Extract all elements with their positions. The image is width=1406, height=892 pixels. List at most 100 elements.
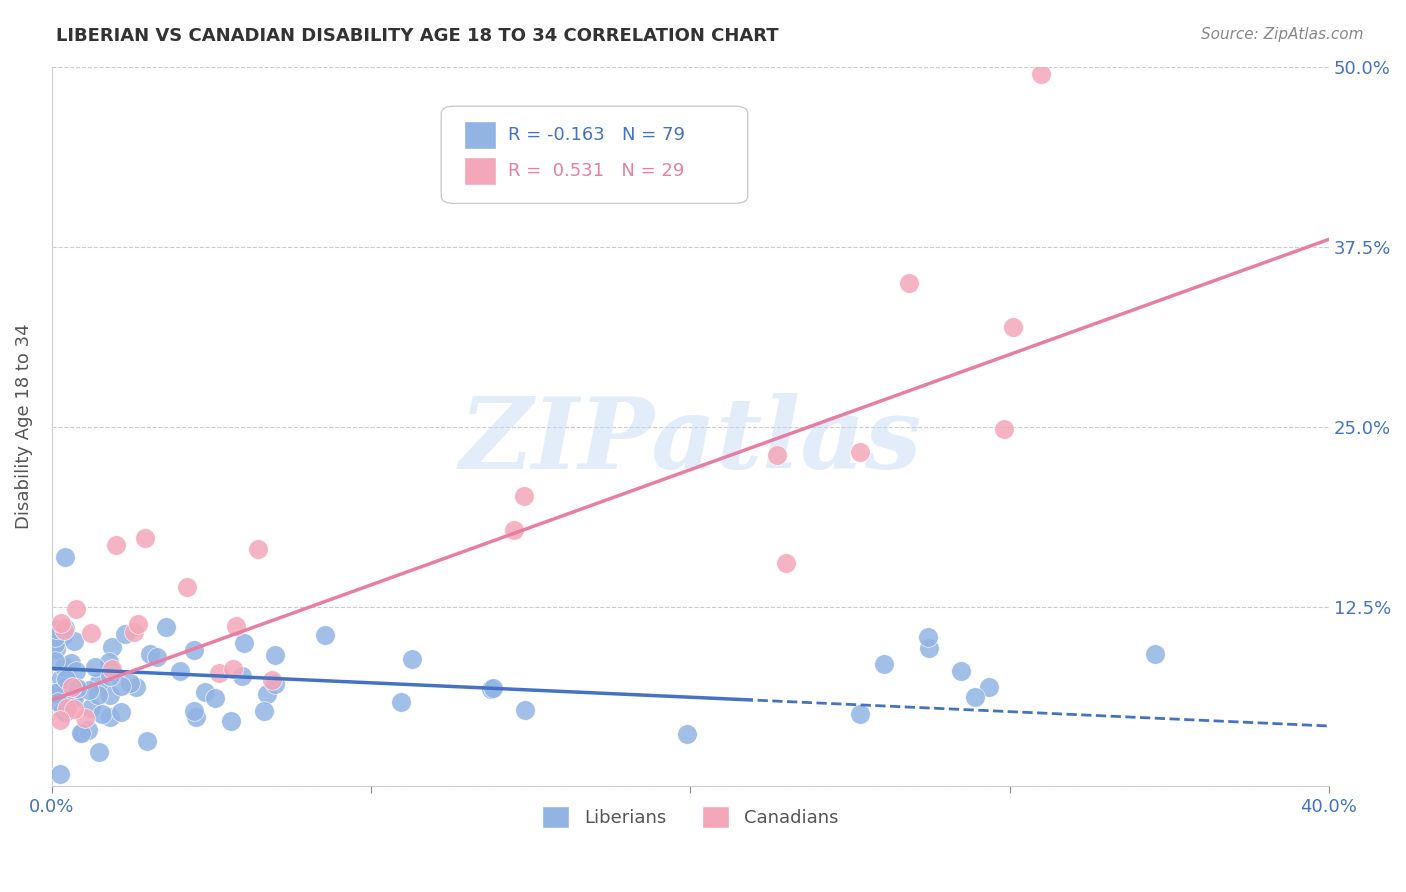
FancyBboxPatch shape	[464, 120, 496, 149]
Point	[183, 643, 205, 657]
Text: ZIPatlas: ZIPatlas	[460, 392, 921, 489]
Point	[101, 662, 124, 676]
Point	[44, 636, 66, 650]
Point	[256, 688, 278, 702]
Point	[512, 489, 534, 503]
Point	[66, 681, 89, 696]
Point	[184, 710, 207, 724]
Point	[87, 745, 110, 759]
Point	[53, 705, 76, 719]
Text: R = -0.163   N = 79: R = -0.163 N = 79	[508, 126, 685, 144]
Point	[46, 695, 69, 709]
Point	[391, 694, 413, 708]
Point	[513, 703, 536, 717]
Point	[84, 660, 107, 674]
Point	[98, 655, 121, 669]
Point	[503, 523, 526, 537]
Point	[63, 702, 86, 716]
Point	[993, 422, 1015, 436]
Point	[139, 647, 162, 661]
Point	[110, 679, 132, 693]
Point	[204, 690, 226, 705]
Point	[65, 602, 87, 616]
Point	[100, 710, 122, 724]
Point	[63, 686, 86, 700]
Point	[91, 706, 114, 721]
Point	[401, 652, 423, 666]
Point	[263, 677, 285, 691]
Point	[73, 711, 96, 725]
Point	[897, 276, 920, 290]
FancyBboxPatch shape	[464, 157, 496, 186]
Point	[76, 723, 98, 738]
Point	[676, 727, 699, 741]
Point	[65, 665, 87, 679]
Point	[52, 704, 75, 718]
Point	[963, 690, 986, 704]
Point	[80, 626, 103, 640]
Point	[208, 666, 231, 681]
Point	[101, 640, 124, 655]
Point	[247, 541, 270, 556]
Point	[55, 672, 77, 686]
FancyBboxPatch shape	[441, 106, 748, 203]
Point	[136, 734, 159, 748]
Point	[1144, 647, 1167, 661]
Point	[977, 681, 1000, 695]
Point	[44, 654, 66, 668]
Point	[134, 532, 156, 546]
Point	[114, 627, 136, 641]
Text: LIBERIAN VS CANADIAN DISABILITY AGE 18 TO 34 CORRELATION CHART: LIBERIAN VS CANADIAN DISABILITY AGE 18 T…	[56, 27, 779, 45]
Point	[77, 682, 100, 697]
Point	[49, 767, 72, 781]
Point	[52, 629, 75, 643]
Point	[194, 685, 217, 699]
Point	[949, 664, 972, 678]
Point	[124, 625, 146, 640]
Point	[110, 705, 132, 719]
Point	[100, 664, 122, 678]
Point	[127, 617, 149, 632]
Point	[225, 619, 247, 633]
Point	[70, 726, 93, 740]
Y-axis label: Disability Age 18 to 34: Disability Age 18 to 34	[15, 324, 32, 529]
Point	[62, 634, 84, 648]
Point	[775, 557, 797, 571]
Point	[1031, 67, 1053, 81]
Point	[1002, 320, 1025, 334]
Point	[481, 681, 503, 696]
Point	[125, 680, 148, 694]
Point	[89, 674, 111, 689]
Point	[98, 688, 121, 702]
Point	[146, 649, 169, 664]
Point	[60, 680, 83, 694]
Text: Source: ZipAtlas.com: Source: ZipAtlas.com	[1201, 27, 1364, 42]
Point	[55, 680, 77, 694]
Point	[314, 627, 336, 641]
Point	[70, 726, 93, 740]
Point	[766, 448, 789, 462]
Point	[48, 714, 70, 728]
Point	[62, 691, 84, 706]
Point	[44, 630, 66, 644]
Point	[253, 704, 276, 718]
Point	[79, 700, 101, 714]
Point	[219, 714, 242, 728]
Point	[262, 673, 284, 688]
Point	[183, 704, 205, 718]
Point	[231, 669, 253, 683]
Point	[120, 676, 142, 690]
Point	[87, 688, 110, 702]
Point	[56, 659, 79, 673]
Point	[51, 671, 73, 685]
Point	[63, 681, 86, 696]
Point	[233, 636, 256, 650]
Point	[264, 648, 287, 662]
Point	[482, 681, 505, 695]
Point	[44, 686, 66, 700]
Point	[176, 580, 198, 594]
Point	[52, 624, 75, 638]
Point	[169, 664, 191, 678]
Point	[52, 660, 75, 674]
Point	[849, 707, 872, 722]
